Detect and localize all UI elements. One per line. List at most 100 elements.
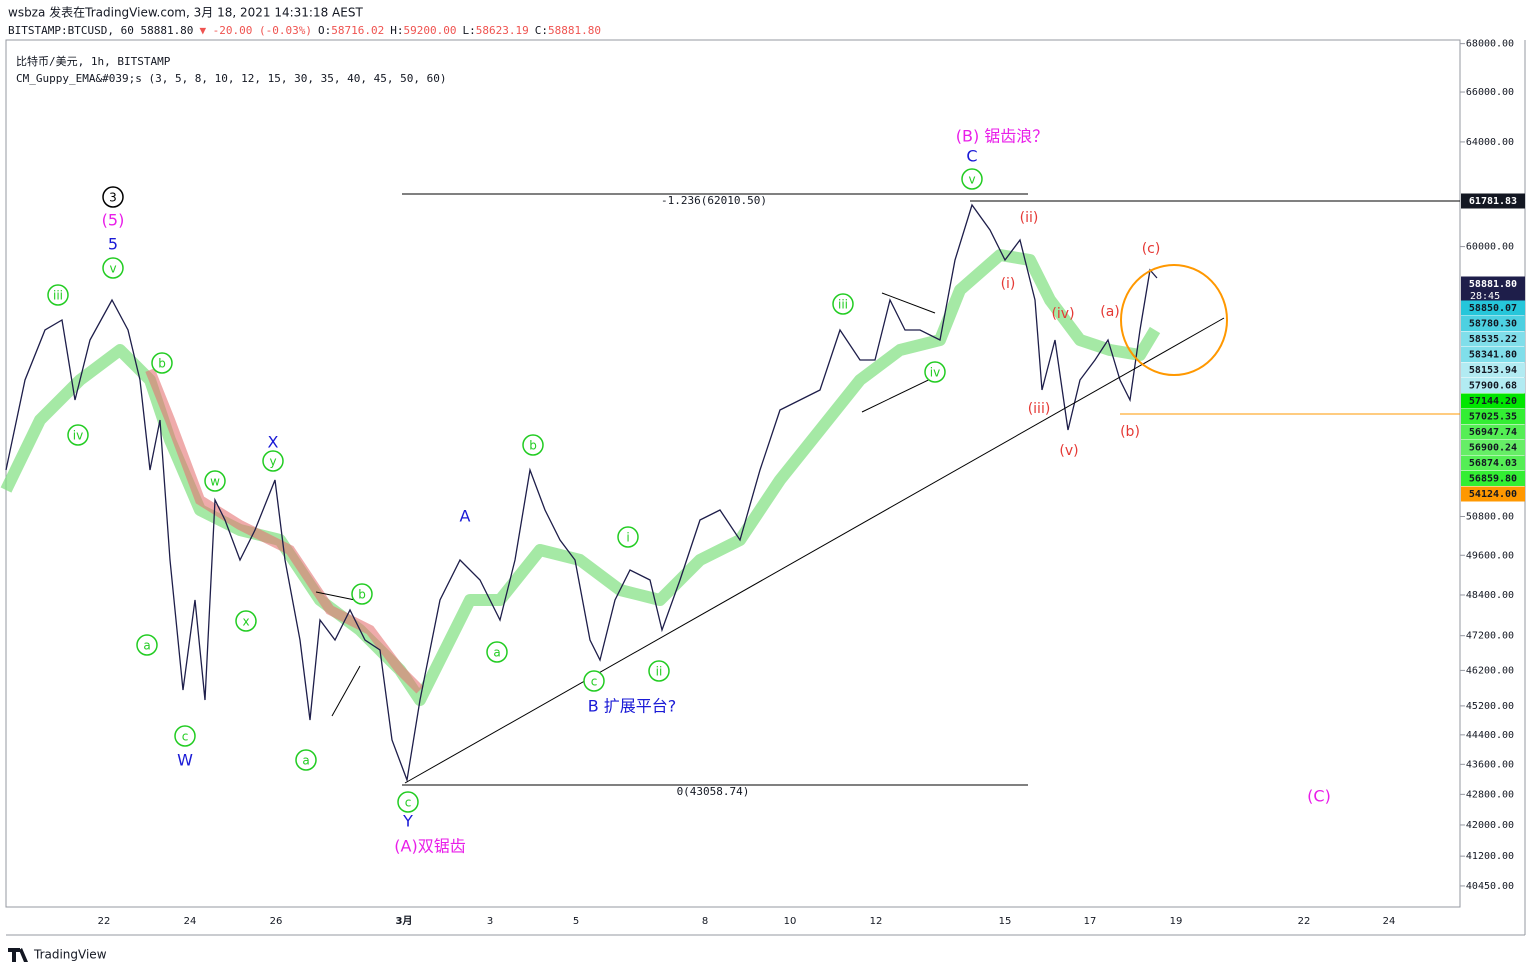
wave-label: iv xyxy=(73,429,83,443)
triangle-line xyxy=(881,292,936,314)
wave-circle xyxy=(583,670,605,692)
triangle-line xyxy=(315,591,356,601)
price-tag-label: 58850.07 xyxy=(1469,303,1517,314)
wave-label: iii xyxy=(53,289,63,303)
y-tick-label: 68000.00 xyxy=(1466,39,1514,50)
wave-circle xyxy=(397,791,419,813)
triangle-line xyxy=(331,665,361,717)
wave-circle xyxy=(102,257,124,279)
price-tag-label: 58780.30 xyxy=(1469,319,1517,330)
wave-label: 5 xyxy=(108,235,118,254)
brand-logo xyxy=(8,948,28,962)
price-tag xyxy=(1461,331,1525,347)
indicator-line: CM_Guppy_EMA&#039;s (3, 5, 8, 10, 12, 15… xyxy=(16,72,446,85)
countdown: 28:45 xyxy=(1470,291,1500,302)
wave-label: i xyxy=(626,531,629,545)
wave-label: C xyxy=(966,147,977,166)
y-tick-label: 48400.00 xyxy=(1466,590,1514,601)
wave-circle xyxy=(174,725,196,747)
wave-circle xyxy=(295,749,317,771)
symbol-part: 59200.00 xyxy=(404,24,457,37)
wave-circle xyxy=(136,634,158,656)
symbol-part: 58881.80 xyxy=(548,24,601,37)
wave-label: (v) xyxy=(1059,443,1078,459)
wave-circle xyxy=(648,660,670,682)
y-tick-label: 60000.00 xyxy=(1466,242,1514,253)
wave-label: ii xyxy=(656,665,663,679)
price-tag xyxy=(1461,347,1525,362)
y-tick-label: 64000.00 xyxy=(1466,137,1514,148)
wave-label: (B) 锯齿浪？ xyxy=(956,127,1049,146)
x-tick-label: 5 xyxy=(573,916,579,927)
wave-circle xyxy=(47,284,69,306)
wave-label: W xyxy=(177,751,193,770)
price-tag-label: 58341.80 xyxy=(1469,350,1517,361)
wave-label: B 扩展平台? xyxy=(588,697,677,716)
fib-label: -1.236(62010.50) xyxy=(661,194,767,207)
price-line xyxy=(5,203,1158,783)
price-tag-label: 57144.20 xyxy=(1469,396,1517,407)
price-tag-label: 57900.68 xyxy=(1469,381,1517,392)
wave-circle xyxy=(961,168,983,190)
x-tick-label: 24 xyxy=(1383,916,1396,927)
price-tag xyxy=(1461,486,1525,502)
publisher-line: wsbza 发表在TradingView.com, 3月 18, 2021 14… xyxy=(8,5,363,20)
wave-circle xyxy=(262,450,284,472)
price-tag xyxy=(1461,455,1525,471)
wave-label: x xyxy=(242,615,249,629)
y-tick-label: 41200.00 xyxy=(1466,851,1514,862)
symbol-part: ▼ -20.00 (-0.03%) xyxy=(199,24,312,37)
wave-label: w xyxy=(210,475,220,489)
price-tag-label: 58881.80 xyxy=(1469,279,1517,290)
price-tag xyxy=(1461,362,1525,378)
price-tag-label: 56859.80 xyxy=(1469,474,1517,485)
wave-circle xyxy=(351,583,373,605)
price-tag-label: 58153.94 xyxy=(1469,365,1517,376)
price-tag xyxy=(1461,276,1525,303)
price-tag xyxy=(1461,424,1525,440)
wave-label: (c) xyxy=(1142,241,1161,257)
y-tick-label: 46200.00 xyxy=(1466,665,1514,676)
price-tag-label: 56900.24 xyxy=(1469,443,1517,454)
wave-label: (ii) xyxy=(1020,210,1039,226)
trend-line xyxy=(404,317,1225,784)
x-tick-label: 3 xyxy=(487,916,493,927)
wave-label: (i) xyxy=(1001,276,1016,292)
wave-label: a xyxy=(493,646,500,660)
ema-ribbon-red xyxy=(145,368,424,694)
price-tag xyxy=(1461,471,1525,486)
wave-circle xyxy=(204,470,226,492)
price-tag-label: 57025.35 xyxy=(1469,412,1517,423)
price-tag xyxy=(1461,193,1525,209)
symbol-line: BITSTAMP:BTCUSD, 60 58881.80 ▼ -20.00 (-0… xyxy=(8,24,601,37)
price-tag-label: 56947.74 xyxy=(1469,427,1517,438)
fib-label: 0(43058.74) xyxy=(677,785,750,798)
y-tick-label: 40450.00 xyxy=(1466,881,1514,892)
wave-label: b xyxy=(158,357,166,371)
wave-label: (b) xyxy=(1120,424,1140,440)
x-tick-label: 17 xyxy=(1084,916,1097,927)
wave-circle xyxy=(235,610,257,632)
wave-label: (5) xyxy=(102,211,125,230)
symbol-part: C: xyxy=(535,24,548,37)
y-tick-label: 43600.00 xyxy=(1466,759,1514,770)
wave-label: v xyxy=(968,173,975,187)
wave-circle xyxy=(486,641,508,663)
wave-label: (a) xyxy=(1100,304,1120,320)
symbol-part: O: xyxy=(318,24,331,37)
x-tick-label: 15 xyxy=(999,916,1012,927)
wave-label: (iii) xyxy=(1028,401,1051,417)
x-tick-label: 22 xyxy=(1298,916,1311,927)
wave-label: iv xyxy=(930,366,940,380)
wave-label: (iv) xyxy=(1051,306,1074,322)
wave-label: A xyxy=(460,507,471,526)
wave-label: (C) xyxy=(1307,787,1331,806)
price-tag xyxy=(1461,378,1525,393)
highlight-circle xyxy=(1120,264,1228,376)
x-tick-label: 24 xyxy=(184,916,197,927)
y-tick-label: 44400.00 xyxy=(1466,730,1514,741)
symbol-part: L: xyxy=(463,24,476,37)
wave-circle xyxy=(67,424,89,446)
